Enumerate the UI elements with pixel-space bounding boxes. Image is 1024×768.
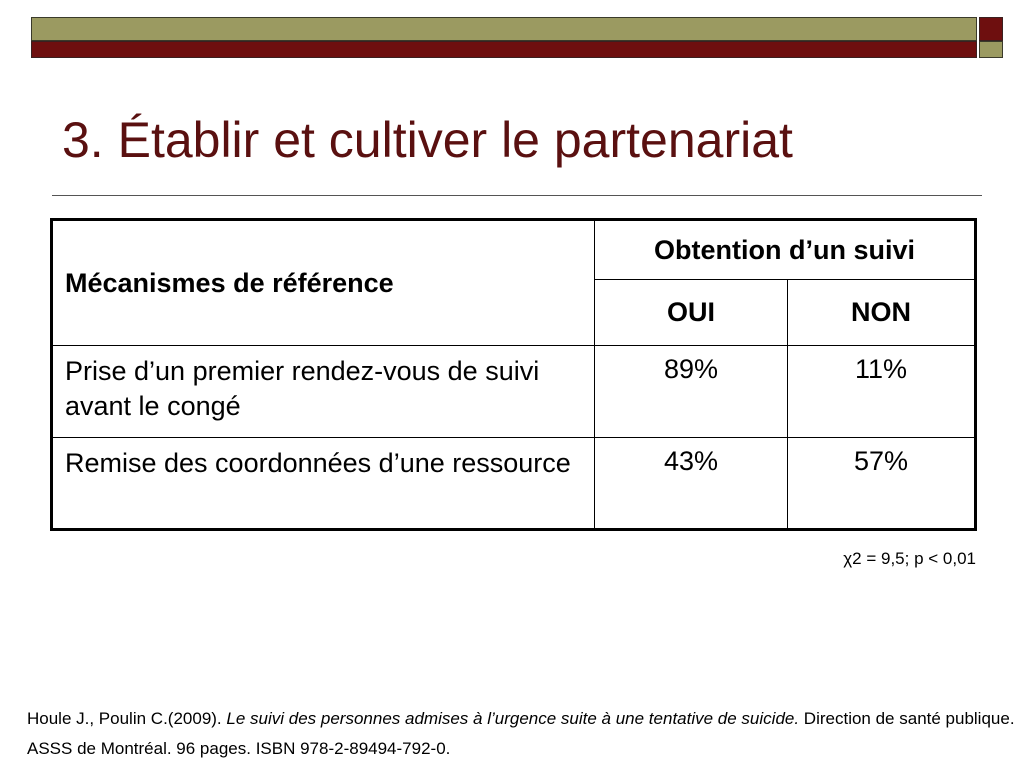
chi-square-statistic: χ2 = 9,5; p < 0,01 — [843, 549, 976, 568]
title-divider — [52, 195, 982, 196]
row-label: Prise d’un premier rendez-vous de suivi … — [51, 345, 595, 438]
header-square-olive — [979, 41, 1003, 58]
table-row: Prise d’un premier rendez-vous de suivi … — [51, 345, 977, 438]
header-no: NON — [786, 279, 977, 346]
results-table: Mécanismes de référence Obtention d’un s… — [50, 218, 978, 531]
cell-yes: 43% — [594, 437, 788, 530]
header-bar-maroon — [31, 41, 977, 58]
table-row: Remise des coordonnées d’une ressource 4… — [51, 437, 977, 530]
header-square-maroon — [979, 17, 1003, 41]
reference-publisher: Direction de santé publique. ASSS de Mon… — [27, 709, 1015, 758]
cell-no: 57% — [786, 437, 977, 530]
header-yes: OUI — [594, 279, 788, 346]
cell-yes: 89% — [594, 345, 788, 438]
reference-citation: Houle J., Poulin C.(2009). Le suivi des … — [27, 704, 1017, 764]
reference-authors: Houle J., Poulin C.(2009). — [27, 709, 227, 728]
slide-title: 3. Établir et cultiver le partenariat — [62, 112, 793, 168]
reference-title: Le suivi des personnes admises à l’urgen… — [226, 709, 800, 728]
row-label: Remise des coordonnées d’une ressource — [51, 437, 595, 530]
cell-no: 11% — [786, 345, 977, 438]
header-mechanisms: Mécanismes de référence — [51, 219, 595, 346]
header-follow-up: Obtention d’un suivi — [593, 219, 977, 280]
header-bar-olive — [31, 17, 977, 41]
